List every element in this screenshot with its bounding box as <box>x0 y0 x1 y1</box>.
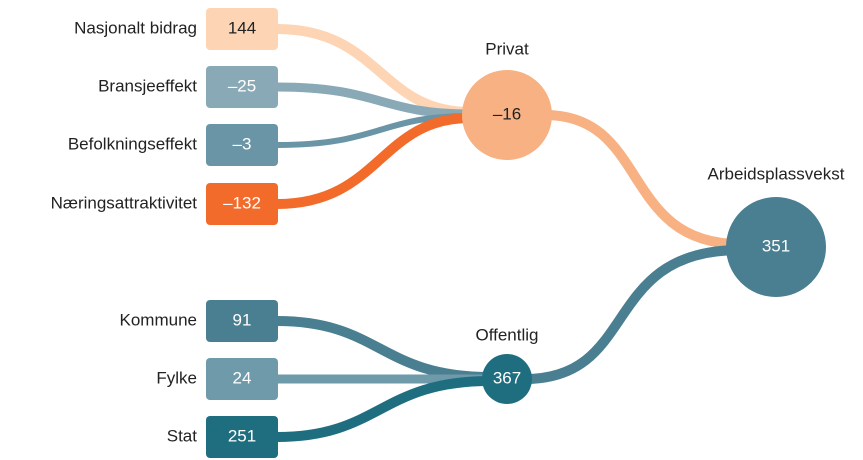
source-value: –3 <box>233 134 252 153</box>
source-value: 251 <box>228 426 256 445</box>
source-box <box>206 183 278 225</box>
source-value: 24 <box>233 368 252 387</box>
source-label: Fylke <box>156 368 197 387</box>
source-value: 144 <box>228 18 256 37</box>
source-label: Stat <box>167 426 198 445</box>
group-value: 367 <box>493 368 521 387</box>
flow <box>276 82 471 119</box>
flows <box>276 24 741 442</box>
source-box <box>206 124 278 166</box>
flow <box>276 24 471 117</box>
group-label: Offentlig <box>475 325 538 344</box>
total-value: 351 <box>762 236 790 255</box>
source-box <box>206 416 278 458</box>
source-label: Næringsattraktivitet <box>51 193 198 212</box>
flow <box>524 245 741 384</box>
source-value: –132 <box>223 193 261 212</box>
flow <box>544 110 741 249</box>
source-nodes: Nasjonalt bidrag 144 Bransjeeffekt –25 B… <box>51 8 278 458</box>
total-node: Arbeidsplassvekst 351 <box>707 164 845 297</box>
flow <box>276 376 491 442</box>
group-value: –16 <box>493 104 521 123</box>
flow <box>276 113 471 209</box>
group-circle <box>482 354 532 404</box>
source-value: 91 <box>233 310 252 329</box>
source-label: Nasjonalt bidrag <box>74 18 197 37</box>
total-label: Arbeidsplassvekst <box>707 164 844 183</box>
source-box <box>206 358 278 400</box>
group-label: Privat <box>485 39 529 58</box>
source-box <box>206 8 278 50</box>
flow <box>276 316 491 382</box>
total-circle <box>726 197 826 297</box>
source-label: Bransjeeffekt <box>98 76 197 95</box>
source-box <box>206 300 278 342</box>
source-label: Befolkningseffekt <box>68 134 197 153</box>
group-circle <box>462 70 552 160</box>
source-value: –25 <box>228 76 256 95</box>
source-label: Kommune <box>120 310 197 329</box>
source-box <box>206 66 278 108</box>
group-nodes: Privat –16 Offentlig 367 <box>462 39 552 404</box>
